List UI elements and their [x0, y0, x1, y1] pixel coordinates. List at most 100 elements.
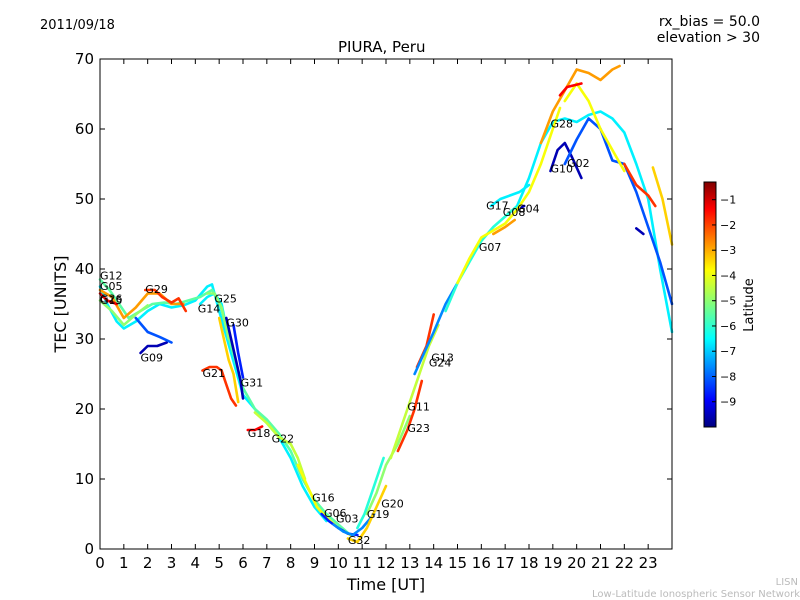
- colorbar: [703, 181, 717, 428]
- x-tick-label: 3: [167, 554, 177, 572]
- satellite-label: G32: [348, 534, 371, 547]
- x-tick-label: 19: [543, 554, 562, 572]
- x-tick-label: 12: [376, 554, 395, 572]
- satellite-track: [558, 82, 583, 97]
- x-tick-label: 11: [353, 554, 372, 572]
- satellite-track: [356, 456, 385, 530]
- satellite-label: G15: [100, 294, 123, 307]
- colorbar-tick-label: −5: [720, 295, 736, 308]
- x-tick-label: 2: [143, 554, 153, 572]
- elevation-label: elevation > 30: [656, 30, 760, 46]
- x-tick-label: 4: [191, 554, 201, 572]
- colorbar-tick-label: −6: [720, 320, 736, 333]
- x-tick-label: 5: [214, 554, 224, 572]
- watermark-network: Low-Latitude Ionospheric Sensor Network: [592, 589, 800, 600]
- x-tick-label: 9: [310, 554, 320, 572]
- tick-layer: 0 1 2 3 4 5 6 7 8 9 10 11 12 13 14 15 16 17 18 19 20 21 22 2301…: [75, 50, 672, 572]
- satellite-track: [98, 283, 328, 523]
- satellite-track: [622, 162, 657, 208]
- satellite-label: G10: [551, 162, 574, 175]
- satellite-track: [144, 288, 188, 313]
- x-tick-label: 6: [238, 554, 248, 572]
- rx-bias-label: rx_bias = 50.0: [658, 14, 760, 30]
- colorbar-label: Latitude: [742, 278, 757, 332]
- satellite-label: G12: [100, 270, 123, 283]
- satellite-label: G28: [551, 118, 574, 131]
- x-tick-label: 13: [400, 554, 419, 572]
- satellite-track: [225, 316, 245, 400]
- satellite-label: G31: [241, 377, 264, 390]
- x-tick-label: 8: [286, 554, 296, 572]
- satellite-track: [456, 106, 562, 285]
- satellite-label: G29: [145, 283, 168, 296]
- satellite-label: G09: [141, 351, 164, 364]
- x-tick-label: 1: [119, 554, 129, 572]
- satellite-label: G05: [100, 280, 123, 293]
- x-tick-label: 10: [329, 554, 348, 572]
- satellite-label: G08: [503, 206, 526, 219]
- satellite-track: [201, 365, 238, 407]
- satellite-track: [346, 484, 388, 544]
- satellite-label: G24: [429, 356, 452, 369]
- y-tick-label: 70: [75, 50, 94, 68]
- satellite-label: G22: [272, 433, 295, 446]
- series-layer: [98, 64, 674, 544]
- y-tick-label: 40: [75, 260, 94, 278]
- satellite-label: G17: [486, 200, 509, 213]
- y-tick-label: 0: [84, 540, 94, 558]
- chart-title: PIURA, Peru: [338, 38, 426, 56]
- x-tick-label: 18: [519, 554, 538, 572]
- x-tick-label: 17: [496, 554, 515, 572]
- satellite-track: [563, 117, 674, 306]
- satellite-track: [389, 323, 440, 460]
- watermark-lisn: LISN: [775, 577, 798, 588]
- satellite-label: G30: [226, 316, 249, 329]
- satellite-label: G20: [381, 498, 404, 511]
- satellite-label: G06: [324, 507, 347, 520]
- satellite-track: [539, 64, 621, 145]
- satellite-label: G07: [479, 241, 502, 254]
- satellite-track: [413, 281, 459, 376]
- y-tick-label: 30: [75, 330, 94, 348]
- satellite-label: G02: [567, 157, 590, 170]
- satellite-track: [549, 141, 583, 180]
- satellite-label: G26: [100, 293, 123, 306]
- colorbar-ticks: −1 −2 −3 −4 −5 −6 −7 −8 −9: [712, 194, 736, 409]
- satellite-label: G11: [407, 400, 430, 413]
- colorbar-tick-label: −7: [720, 345, 736, 358]
- x-tick-label: 0: [95, 554, 105, 572]
- satellite-track: [365, 414, 412, 516]
- y-tick-label: 50: [75, 190, 94, 208]
- x-tick-label: 20: [567, 554, 586, 572]
- satellite-label: G03: [336, 512, 359, 525]
- satellite-label: G16: [312, 491, 335, 504]
- colorbar-tick-label: −1: [720, 194, 736, 207]
- satellite-label: G23: [407, 422, 430, 435]
- satellite-track: [217, 316, 240, 404]
- x-tick-label: 23: [639, 554, 658, 572]
- x-tick-label: 22: [615, 554, 634, 572]
- satellite-label: G13: [431, 351, 454, 364]
- satellite-label: G21: [203, 367, 226, 380]
- satellite-label: G04: [517, 202, 540, 215]
- satellite-track: [332, 512, 376, 537]
- satellite-label: G25: [214, 293, 237, 306]
- colorbar-tick-label: −8: [720, 370, 736, 383]
- y-tick-label: 10: [75, 470, 94, 488]
- colorbar-tick-label: −3: [720, 244, 736, 257]
- satellite-track: [634, 227, 645, 236]
- colorbar-tick-label: −9: [720, 396, 736, 409]
- satellite-track: [246, 425, 264, 432]
- colorbar-tick-label: −4: [720, 269, 736, 282]
- y-axis-label: TEC [UNITS]: [51, 256, 70, 354]
- x-tick-label: 15: [448, 554, 467, 572]
- satellite-label: G14: [198, 302, 221, 315]
- x-tick-label: 16: [472, 554, 491, 572]
- date-label: 2011/09/18: [40, 18, 115, 33]
- satellite-track: [651, 166, 674, 246]
- x-tick-label: 14: [424, 554, 443, 572]
- satellite-label: G18: [248, 427, 271, 440]
- satellite-track: [139, 341, 168, 355]
